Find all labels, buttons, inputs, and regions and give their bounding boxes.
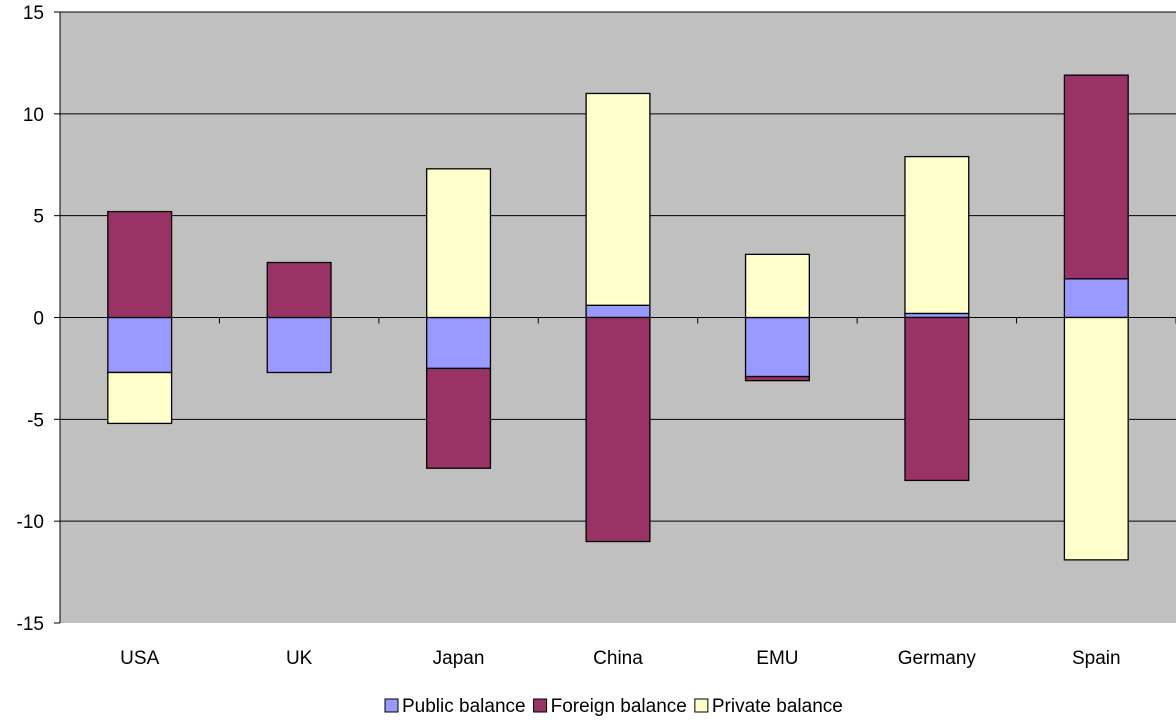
legend-swatch (533, 698, 548, 713)
x-tick-label: China (593, 648, 643, 669)
bar-china-private-balance (585, 92, 651, 306)
x-tick-label: UK (286, 648, 313, 669)
legend-label: Public balance (402, 696, 526, 717)
x-tick-label: Japan (433, 648, 485, 669)
bar-usa-foreign-balance (107, 210, 173, 319)
legend-item-foreign-balance: Foreign balance (533, 696, 687, 717)
x-tick-label: USA (120, 648, 159, 669)
legend-item-private-balance: Private balance (694, 696, 843, 717)
bar-china-public-balance (585, 304, 651, 319)
y-tick-label: 15 (23, 3, 44, 24)
legend: Public balance Foreign balance Private bal… (384, 696, 843, 717)
legend-label: Private balance (712, 696, 843, 717)
y-tick-label: -5 (27, 410, 44, 431)
bar-japan-public-balance (426, 316, 492, 370)
bar-uk-public-balance (266, 316, 332, 374)
y-tick-label: 5 (33, 207, 44, 228)
bar-uk-foreign-balance (266, 261, 332, 319)
bar-usa-private-balance (107, 371, 173, 425)
bar-spain-foreign-balance (1063, 74, 1129, 280)
y-tick-label: 10 (23, 105, 44, 126)
bar-spain-public-balance (1063, 278, 1129, 319)
legend-swatch (384, 698, 399, 713)
bars (107, 74, 1129, 561)
x-axis-ticks: USA UK Japan China EMU Germany Spain (120, 648, 1120, 669)
legend-swatch (694, 698, 709, 713)
bar-emu-public-balance (744, 316, 810, 378)
y-tick-label: -15 (17, 614, 44, 635)
bar-emu-foreign-balance (744, 375, 810, 382)
legend-label: Foreign balance (551, 696, 687, 717)
bar-japan-private-balance (426, 168, 492, 319)
bar-spain-private-balance (1063, 316, 1129, 561)
bar-china-foreign-balance (585, 316, 651, 543)
bar-germany-foreign-balance (904, 316, 970, 482)
bar-japan-foreign-balance (426, 367, 492, 469)
y-tick-label: 0 (33, 309, 44, 330)
y-tick-label: -10 (17, 512, 44, 533)
bar-usa-public-balance (107, 316, 173, 374)
x-tick-label: Spain (1072, 648, 1121, 669)
y-axis-ticks: 15 10 5 0 -5 -10 -15 (17, 3, 60, 635)
x-tick-label: EMU (756, 648, 798, 669)
bar-emu-private-balance (744, 253, 810, 319)
x-tick-label: Germany (898, 648, 977, 669)
legend-item-public-balance: Public balance (384, 696, 526, 717)
bar-germany-private-balance (904, 155, 970, 315)
